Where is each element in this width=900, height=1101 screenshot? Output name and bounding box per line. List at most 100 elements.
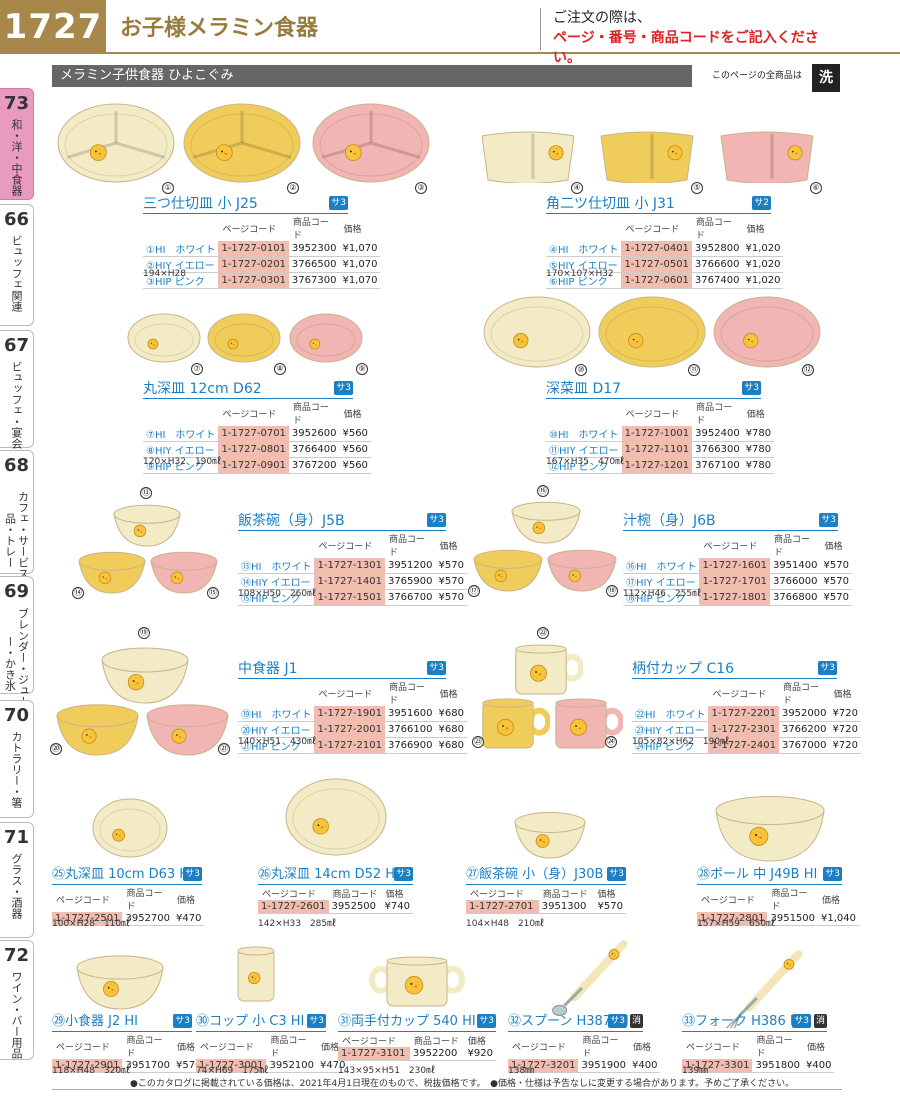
item-number-marker: ⑪ <box>688 364 700 376</box>
table-header-blank <box>143 215 218 241</box>
product-image-small-cup <box>237 946 275 1002</box>
table-row: 1-1727-3101 3952200 ¥920 <box>338 1047 496 1061</box>
product-table: ページコード 商品コード 価格 1-1727-3301 3951800 ¥400 <box>682 1033 835 1073</box>
product-image-yellow-divided-plate <box>183 103 301 183</box>
item-number-marker: ⑦ <box>191 363 203 375</box>
cell-page-code: 1-1727-3201 <box>508 1059 579 1073</box>
cell-price: ¥570 <box>435 589 467 606</box>
product-table: ページコード 商品コード 価格 1-1727-3201 3951900 ¥400 <box>508 1033 661 1073</box>
index-tab-68[interactable]: 68 カフェ・サービス用品・トレー <box>0 450 34 590</box>
product-image-small-dish <box>76 955 164 1010</box>
column-header-price: 価格 <box>321 1042 340 1053</box>
cell-page-code: 1-1727-0301 <box>218 272 289 289</box>
column-header-price: 価格 <box>177 895 196 906</box>
product-image-medium-ball-bowl <box>715 796 825 862</box>
column-header-product-code: 商品コード <box>292 218 329 241</box>
cell-product-code: 3767000 <box>778 737 830 754</box>
table-row: ①HI ホワイト 1-1727-0101 3952300 ¥1,070 <box>143 241 381 257</box>
table-header-row: ページコード 商品コード 価格 <box>623 532 852 558</box>
sanitize-badge-icon: サ3 <box>607 867 626 881</box>
cell-page-code: 1-1727-2701 <box>466 900 539 914</box>
item-number-marker: ⑭ <box>72 587 84 599</box>
index-tab-71[interactable]: 71 グラス・酒器 <box>0 822 34 938</box>
item-number-marker: ④ <box>571 182 583 194</box>
column-header-price: 価格 <box>746 224 765 235</box>
cell-product-code: 3766600 <box>691 256 743 273</box>
column-header-product-code: 商品コード <box>696 403 733 426</box>
column-header-price: 価格 <box>343 409 362 420</box>
index-tab-label: ビュッフェ・宴会 <box>10 361 23 449</box>
index-tab-number: 67 <box>3 335 30 356</box>
product-image-medium-deep-plate <box>285 778 387 856</box>
product-title: ㉜スプーン H387 HI <box>508 1013 643 1032</box>
table-header-row: ページコード 商品コード 価格 <box>52 1033 204 1059</box>
table-row: ②HIY イエロー 1-1727-0201 3766500 ¥1,070 <box>143 256 381 273</box>
index-tab-72[interactable]: 72 ワイン・バー用品 <box>0 940 34 1060</box>
product-image-yellow-soup-bowl <box>473 549 543 592</box>
column-header-price: 価格 <box>439 541 458 552</box>
product-block: 三つ仕切皿 小 J25 サ3 ページコード 商品コード 価格 ①HI ホワイト 1-1727… <box>143 195 381 289</box>
cell-product-code: 3766900 <box>384 737 436 754</box>
cell-price: ¥570 <box>820 589 852 606</box>
table-header-row: ページコード 商品コード 価格 <box>52 886 204 912</box>
cell-page-code: 1-1727-0101 <box>218 241 289 257</box>
cell-product-code: 3952600 <box>288 426 340 442</box>
product-image-pink-deep-plate <box>713 296 821 368</box>
product-image-pink-mug <box>555 698 623 749</box>
table-header-row: ページコード 商品コード 価格 <box>143 400 371 426</box>
index-tab-73[interactable]: 73 和・洋・中食器 <box>0 88 34 200</box>
cell-product-code: 3952100 <box>266 1059 318 1073</box>
table-header-blank <box>632 680 708 706</box>
table-header-row: ページコード 商品コード 価格 <box>632 680 861 706</box>
table-row: ⑩HI ホワイト 1-1727-1001 3952400 ¥780 <box>546 426 775 442</box>
table-row: ⑮HIP ピンク 1-1727-1501 3766700 ¥570 <box>238 589 467 606</box>
table-header-blank <box>546 400 622 426</box>
cell-page-code: 1-1727-0501 <box>621 256 692 273</box>
product-title: 深菜皿 D17 <box>546 380 761 399</box>
table-header-row: ページコード 商品コード 価格 <box>682 1033 834 1059</box>
product-block: 深菜皿 D17 サ3 ページコード 商品コード 価格 ⑩HI ホワイト 1-1727-100… <box>546 380 775 474</box>
sanitize-badge-icon: サ3 <box>608 1014 627 1028</box>
column-header-product-code: 商品コード <box>388 535 425 558</box>
consumable-badge-icon: 消 <box>813 1014 827 1028</box>
product-image-spoon <box>552 940 628 1016</box>
column-header-page-code: ページコード <box>470 889 524 900</box>
item-number-marker: ① <box>162 182 174 194</box>
cell-page-code: 1-1727-0701 <box>218 426 289 442</box>
single-product-block: ㉛両手付カップ 540 HI サ3 ページコード 商品コード 価格 1-1727-3101… <box>338 1013 496 1077</box>
cell-page-code: 1-1727-1001 <box>621 426 693 442</box>
index-tab-70[interactable]: 70 カトラリー・箸 <box>0 700 34 818</box>
column-header-product-code: 商品コード <box>773 535 810 558</box>
cell-product-code: 3952800 <box>691 241 743 257</box>
single-product-block: ㉚コップ 小 C3 HI サ3 ページコード 商品コード 価格 1-1727-3001 39… <box>196 1013 349 1077</box>
cell-variant: ⑤HIY イエロー <box>546 256 622 273</box>
index-tab-66[interactable]: 66 ビュッフェ関連 <box>0 204 34 326</box>
consumable-badge-icon: 消 <box>629 1014 643 1028</box>
product-table: ページコード 商品コード 価格 ⑬HI ホワイト 1-1727-1301 3951200 ¥… <box>238 532 467 606</box>
product-dimensions: 167×H35 470㎖ <box>546 457 625 467</box>
index-tab-69[interactable]: 69 ブレンダー・ジューサー・かき氷 <box>0 576 34 718</box>
cell-product-code: 3765900 <box>384 573 436 590</box>
cell-product-code: 3951700 <box>122 1059 174 1073</box>
item-number-marker: ⑨ <box>356 363 368 375</box>
column-header-page-code: ページコード <box>512 1042 566 1053</box>
product-image-white-bowl-plate <box>127 313 201 363</box>
product-image-white-divided-plate <box>57 103 175 183</box>
product-dimensions: 143×95×H51 230㎖ <box>338 1066 436 1076</box>
cell-product-code: 3766000 <box>769 573 821 590</box>
product-image-white-tray <box>481 131 575 183</box>
product-block: 汁椀（身）J6B サ3 ページコード 商品コード 価格 ⑯HI ホワイト 1-1727-16… <box>623 512 852 606</box>
cell-price: ¥570 <box>593 900 626 914</box>
cell-price: ¥680 <box>435 737 467 754</box>
table-header-row: ページコード 商品コード 価格 <box>238 680 467 706</box>
product-image-white-medium-bowl <box>101 647 189 704</box>
product-dimensions: 118×H48 320㎖ <box>52 1066 131 1076</box>
product-image-white-deep-plate <box>483 296 591 368</box>
column-header-product-code: 商品コード <box>756 1036 793 1059</box>
product-image-small-rice-bowl <box>514 812 586 859</box>
table-row: ⑥HIP ピンク 1-1727-0601 3767400 ¥1,020 <box>546 272 784 289</box>
cell-price: ¥400 <box>803 1059 835 1073</box>
cell-page-code: 1-1727-1501 <box>314 589 385 606</box>
index-tab-67[interactable]: 67 ビュッフェ・宴会 <box>0 330 34 449</box>
cell-price: ¥470 <box>317 1059 349 1073</box>
